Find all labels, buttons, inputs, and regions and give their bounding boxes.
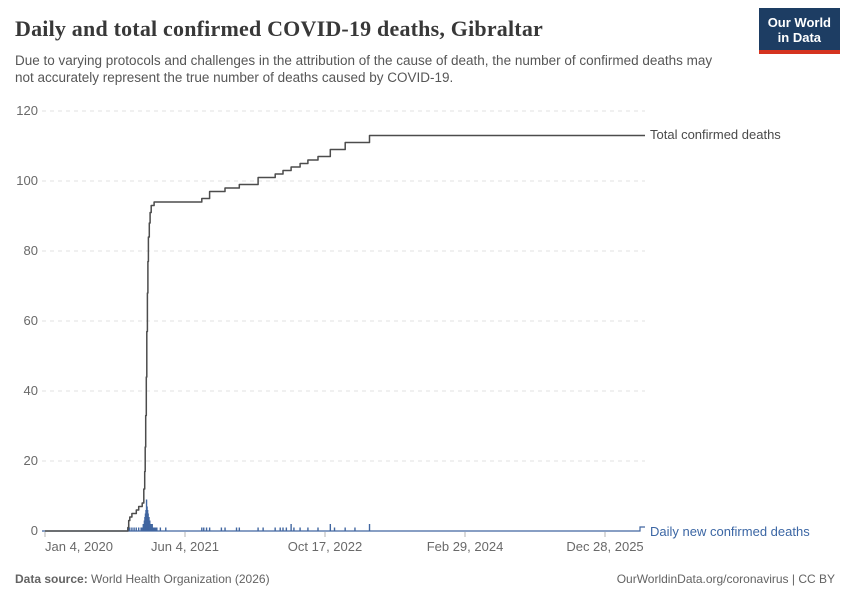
chart-title: Daily and total confirmed COVID-19 death… <box>15 16 543 41</box>
x-tick-label: Oct 17, 2022 <box>287 539 363 554</box>
series-label-total: Total confirmed deaths <box>650 127 781 142</box>
owid-logo-line2: in Data <box>777 30 822 45</box>
x-tick-label: Jun 4, 2021 <box>151 539 219 554</box>
y-tick-label: 60 <box>23 313 38 328</box>
footer-link[interactable]: OurWorldinData.org/coronavirus | CC BY <box>616 572 835 586</box>
x-tick-label: Feb 29, 2024 <box>426 539 504 554</box>
y-tick-label: 100 <box>16 173 38 188</box>
chart-subtitle: Due to varying protocols and challenges … <box>15 53 713 85</box>
owid-logo-line1: Our World <box>767 15 831 30</box>
x-tick-label: Jan 4, 2020 <box>45 539 113 554</box>
y-tick-label: 120 <box>16 103 38 118</box>
data-source-label: Data source: <box>15 572 88 586</box>
x-tick-label: Dec 28, 2025 <box>566 539 644 554</box>
data-source: Data source: World Health Organization (… <box>15 572 270 586</box>
owid-logo[interactable]: Our World in Data <box>758 8 840 54</box>
series-label-daily: Daily new confirmed deaths <box>650 524 810 539</box>
data-source-value: World Health Organization (2026) <box>87 572 270 586</box>
chart-footer: Data source: World Health Organization (… <box>0 568 850 600</box>
y-tick-label: 20 <box>23 453 38 468</box>
y-tick-label: 80 <box>23 243 38 258</box>
y-tick-label: 0 <box>30 523 38 538</box>
y-tick-label: 40 <box>23 383 38 398</box>
